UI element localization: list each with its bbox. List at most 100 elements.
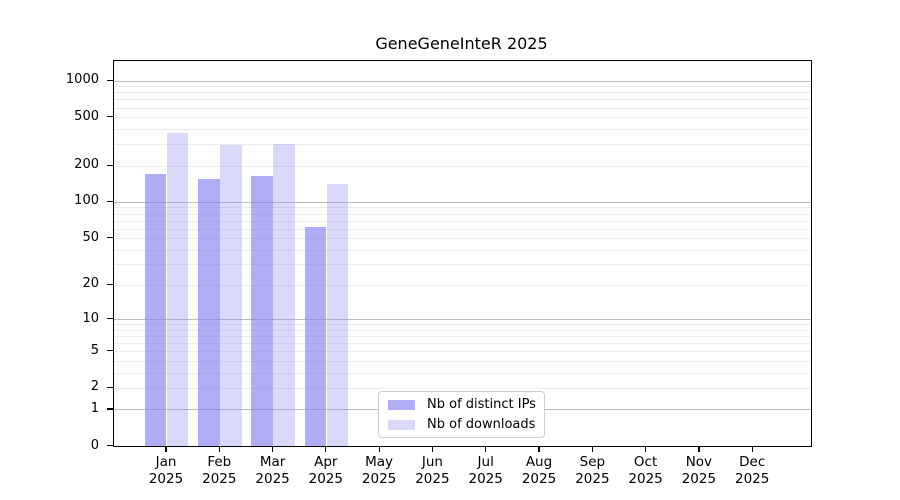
minor-gridline [114,324,811,326]
x-tick-label: Aug 2025 [509,454,569,488]
x-tick [591,446,593,452]
x-label-year: 2025 [255,471,290,487]
y-tick [107,350,113,352]
legend-swatch-distinct-ips [388,399,415,410]
minor-gridline [114,107,811,109]
x-label-year: 2025 [361,471,397,487]
x-label-month: Jan [155,454,177,470]
x-label-month: Dec [739,454,766,470]
x-tick [325,446,327,452]
y-tick [107,445,113,447]
x-tick [751,446,753,452]
y-tick-label: 50 [82,229,99,245]
minor-gridline [114,228,811,230]
chart-title: GeneGeneInteR 2025 [375,34,548,53]
x-tick-label: Feb 2025 [189,454,249,488]
bar-distinct-ips [304,226,327,446]
minor-gridline [114,213,811,215]
legend-swatch-downloads [388,419,415,430]
y-tick [107,200,113,203]
y-tick [107,237,113,239]
x-tick-label: Mar 2025 [243,454,303,488]
legend-item-downloads: Nb of downloads [388,415,535,434]
y-tick-label: 100 [74,193,99,209]
x-tick-label: Sep 2025 [562,454,622,488]
legend: Nb of distinct IPs Nb of downloads [378,391,545,438]
x-tick-label: May 2025 [349,454,409,488]
y-tick-label: 1000 [65,72,99,87]
minor-gridline [114,207,811,209]
minor-gridline [114,336,811,337]
plot-area: Nb of distinct IPs Nb of downloads [113,60,812,447]
x-label-month: Mar [259,454,286,470]
y-tick [107,283,113,286]
x-label-month: Oct [633,454,658,470]
major-gridline [114,80,811,82]
x-label-year: 2025 [628,471,663,487]
minor-gridline [114,144,811,146]
x-tick-label: Jul 2025 [456,454,516,488]
y-tick-label: 2 [90,379,99,395]
bar-downloads [166,133,189,446]
minor-gridline [114,329,811,331]
x-tick [431,446,434,452]
x-label-month: Nov [685,454,713,470]
x-tick [165,446,167,452]
x-tick-label: Jun 2025 [402,454,462,488]
x-tick [218,446,220,452]
x-tick [378,446,380,452]
x-label-month: Jun [421,454,443,470]
x-tick-label: Apr 2025 [296,454,356,488]
major-gridline [114,319,811,321]
major-gridline [114,201,811,203]
minor-gridline [114,249,811,251]
bar-distinct-ips [251,175,273,446]
x-label-year: 2025 [415,471,450,487]
x-tick-label: Dec 2025 [722,454,782,488]
x-tick [485,446,487,452]
legend-label-downloads: Nb of downloads [427,417,536,432]
minor-gridline [114,238,811,239]
x-label-month: Jul [477,454,494,470]
y-tick [107,116,113,118]
minor-gridline [114,360,811,362]
y-tick-label: 1 [90,400,99,416]
minor-gridline [114,351,811,353]
y-tick [107,318,113,320]
minor-gridline [114,86,811,88]
x-label-year: 2025 [735,471,770,487]
y-tick-label: 200 [74,157,99,172]
x-tick [698,446,700,452]
x-label-year: 2025 [148,471,184,487]
x-label-month: Sep [579,454,606,470]
bar-downloads [326,184,349,446]
x-tick-label: Nov 2025 [669,454,729,488]
x-tick-label: Jan 2025 [136,454,196,488]
x-label-year: 2025 [681,471,717,487]
y-tick-label: 5 [90,342,99,358]
y-tick-label: 10 [82,310,99,326]
minor-gridline [114,99,811,101]
bar-distinct-ips [144,174,167,446]
y-tick [107,386,113,389]
x-label-year: 2025 [308,471,343,487]
x-label-month: Aug [525,454,553,470]
minor-gridline [114,128,811,130]
x-tick [271,446,274,452]
y-tick-label: 20 [82,276,99,292]
x-tick [645,446,647,452]
x-label-month: Apr [314,454,338,470]
y-tick [107,164,113,166]
minor-gridline [114,117,811,119]
minor-gridline [114,284,811,286]
y-tick [107,408,113,410]
minor-gridline [114,372,811,374]
x-tick [538,446,540,452]
x-label-year: 2025 [202,471,237,487]
bar-downloads [273,144,296,446]
x-label-year: 2025 [575,471,610,487]
x-label-month: Feb [207,454,232,470]
legend-item-distinct-ips: Nb of distinct IPs [388,395,536,414]
bar-downloads [220,145,242,446]
